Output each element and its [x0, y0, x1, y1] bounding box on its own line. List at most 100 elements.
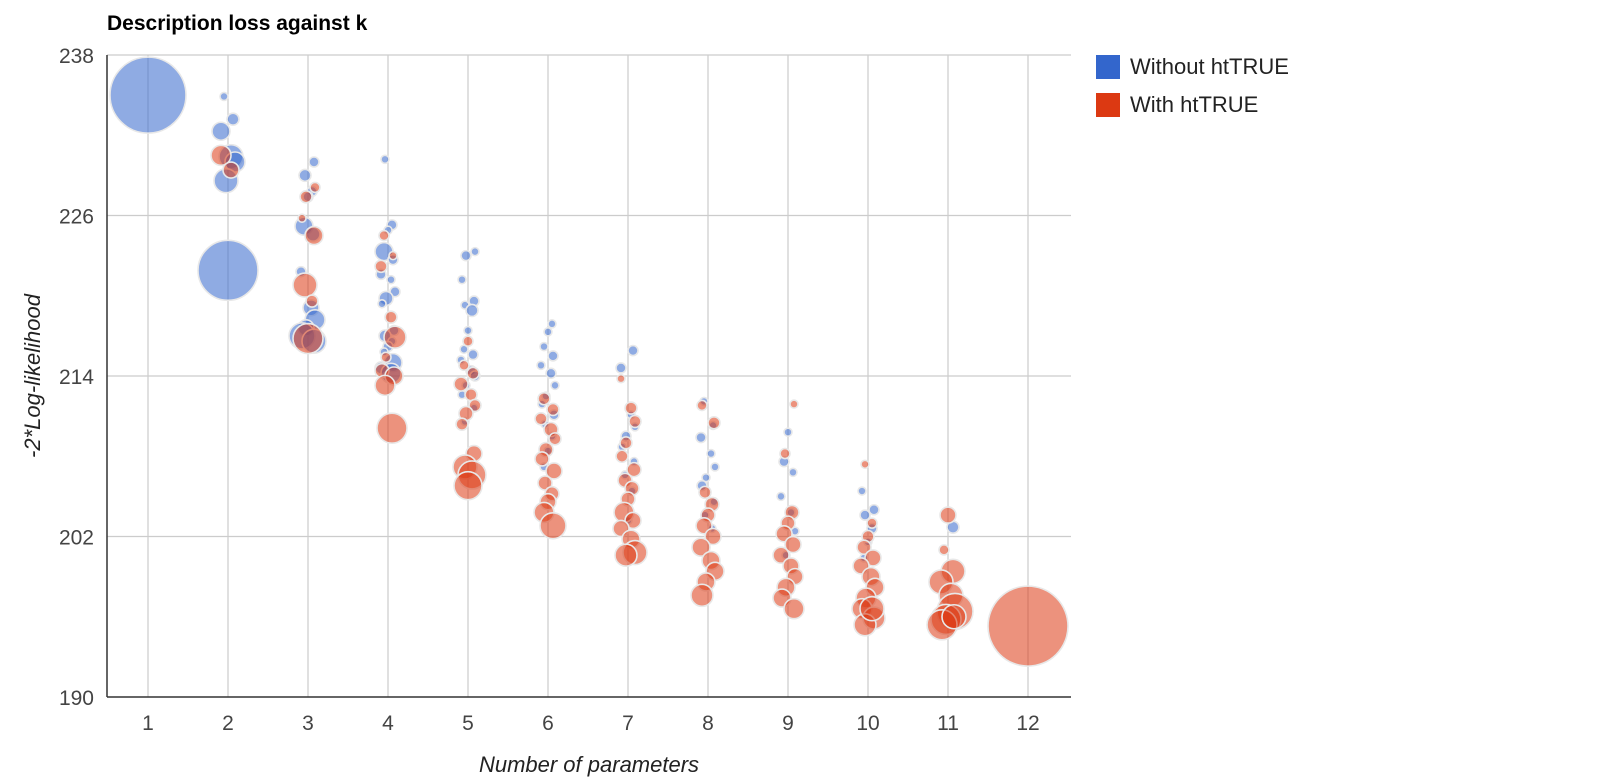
- bubble-with-httrue[interactable]: [453, 376, 469, 392]
- bubble-without-httrue[interactable]: [226, 112, 240, 126]
- bubble-with-httrue[interactable]: [378, 229, 390, 242]
- bubble-with-httrue[interactable]: [376, 412, 408, 444]
- bubble-with-httrue[interactable]: [222, 161, 240, 179]
- bubble-with-httrue[interactable]: [704, 527, 722, 546]
- bubble-with-httrue[interactable]: [292, 322, 324, 355]
- bubble-without-httrue[interactable]: [467, 348, 479, 361]
- bubble-without-httrue[interactable]: [627, 344, 639, 357]
- bubble-with-httrue[interactable]: [384, 310, 398, 324]
- bubble-with-httrue[interactable]: [772, 546, 790, 565]
- bubble-with-httrue[interactable]: [779, 447, 791, 460]
- bubble-with-httrue[interactable]: [539, 511, 567, 540]
- bubble-with-httrue[interactable]: [548, 432, 562, 446]
- bubble-without-httrue[interactable]: [386, 274, 396, 285]
- bubble-with-httrue[interactable]: [534, 451, 550, 467]
- bubble-with-httrue[interactable]: [628, 414, 642, 429]
- bubble-with-httrue[interactable]: [938, 544, 950, 556]
- bubble-with-httrue[interactable]: [297, 213, 307, 223]
- bubble-with-httrue[interactable]: [619, 436, 633, 450]
- bubble-with-httrue[interactable]: [466, 366, 480, 381]
- bubble-with-httrue[interactable]: [374, 374, 396, 397]
- bubble-without-httrue[interactable]: [536, 360, 546, 371]
- bubble-with-httrue[interactable]: [784, 535, 802, 554]
- bubble-with-httrue[interactable]: [941, 603, 967, 630]
- bubble-with-httrue[interactable]: [374, 259, 388, 274]
- bubble-without-httrue[interactable]: [550, 380, 560, 391]
- bubble-with-httrue[interactable]: [624, 401, 638, 415]
- bubble-with-httrue[interactable]: [698, 485, 712, 500]
- bubble-with-httrue[interactable]: [939, 506, 957, 524]
- bubble-with-httrue[interactable]: [987, 585, 1069, 667]
- bubble-without-httrue[interactable]: [547, 350, 559, 362]
- x-tick-label: 2: [222, 712, 234, 735]
- bubble-with-httrue[interactable]: [707, 416, 721, 430]
- bubble-with-httrue[interactable]: [614, 543, 638, 568]
- bubble-with-httrue[interactable]: [860, 459, 870, 470]
- bubble-with-httrue[interactable]: [691, 537, 711, 558]
- bubble-with-httrue[interactable]: [468, 398, 482, 413]
- bubble-without-httrue[interactable]: [547, 319, 557, 329]
- bubble-without-httrue[interactable]: [868, 503, 880, 516]
- bubble-with-httrue[interactable]: [305, 294, 319, 308]
- legend-swatch: [1096, 93, 1120, 117]
- bubble-with-httrue[interactable]: [299, 189, 313, 204]
- bubble-with-httrue[interactable]: [380, 351, 392, 364]
- bubble-with-httrue[interactable]: [690, 583, 714, 608]
- x-tick-label: 6: [542, 712, 554, 735]
- bubble-without-httrue[interactable]: [470, 246, 480, 257]
- bubble-without-httrue[interactable]: [457, 274, 467, 285]
- bubble-with-httrue[interactable]: [696, 399, 708, 412]
- bubble-with-httrue[interactable]: [455, 417, 469, 431]
- bubble-without-httrue[interactable]: [706, 448, 716, 459]
- bubble-with-httrue[interactable]: [859, 595, 885, 622]
- bubble-with-httrue[interactable]: [304, 225, 324, 246]
- bubble-with-httrue[interactable]: [626, 461, 642, 478]
- bubble-without-httrue[interactable]: [539, 341, 549, 352]
- bubble-without-httrue[interactable]: [710, 462, 720, 472]
- bubble-with-httrue[interactable]: [537, 475, 553, 491]
- bubble-with-httrue[interactable]: [537, 391, 551, 406]
- bubble-without-httrue[interactable]: [788, 467, 798, 478]
- bubble-with-httrue[interactable]: [210, 144, 232, 167]
- bubble-without-httrue[interactable]: [197, 239, 259, 302]
- bubble-without-httrue[interactable]: [298, 168, 312, 183]
- bubble-with-httrue[interactable]: [624, 511, 642, 530]
- bubble-without-httrue[interactable]: [109, 56, 187, 134]
- bubble-without-httrue[interactable]: [380, 154, 390, 165]
- bubble-with-httrue[interactable]: [789, 399, 799, 409]
- x-tick-label: 10: [856, 712, 879, 735]
- bubble-with-httrue[interactable]: [462, 335, 474, 348]
- bubble-with-httrue[interactable]: [453, 470, 483, 501]
- bubble-with-httrue[interactable]: [866, 517, 878, 529]
- bubble-without-httrue[interactable]: [776, 491, 786, 502]
- bubble-with-httrue[interactable]: [864, 549, 882, 567]
- bubble-with-httrue[interactable]: [534, 411, 548, 426]
- bubble-without-httrue[interactable]: [211, 121, 231, 142]
- bubble-without-httrue[interactable]: [377, 298, 387, 309]
- bubble-with-httrue[interactable]: [388, 250, 398, 261]
- y-tick-label: 214: [59, 366, 94, 389]
- bubble-without-httrue[interactable]: [859, 509, 871, 521]
- bubble-with-httrue[interactable]: [458, 359, 470, 372]
- x-tick-label: 7: [622, 712, 634, 735]
- bubble-with-httrue[interactable]: [856, 539, 872, 556]
- bubble-with-httrue[interactable]: [309, 181, 321, 194]
- bubble-with-httrue[interactable]: [383, 325, 407, 350]
- bubble-without-httrue[interactable]: [783, 427, 793, 437]
- bubble-with-httrue[interactable]: [616, 373, 626, 384]
- bubble-without-httrue[interactable]: [463, 325, 473, 336]
- bubble-with-httrue[interactable]: [545, 462, 563, 480]
- bubble-without-httrue[interactable]: [615, 362, 627, 374]
- bubble-without-httrue[interactable]: [543, 327, 553, 337]
- bubble-with-httrue[interactable]: [615, 449, 629, 464]
- bubble-without-httrue[interactable]: [695, 431, 707, 444]
- bubble-without-httrue[interactable]: [857, 486, 867, 496]
- bubble-with-httrue[interactable]: [546, 402, 560, 417]
- bubble-without-httrue[interactable]: [460, 249, 472, 262]
- bubble-with-httrue[interactable]: [783, 597, 805, 620]
- bubble-without-httrue[interactable]: [308, 156, 320, 168]
- bubble-without-httrue[interactable]: [219, 91, 229, 102]
- bubble-without-httrue[interactable]: [545, 367, 557, 380]
- bubble-without-httrue[interactable]: [465, 303, 479, 318]
- bubble-with-httrue[interactable]: [292, 272, 318, 298]
